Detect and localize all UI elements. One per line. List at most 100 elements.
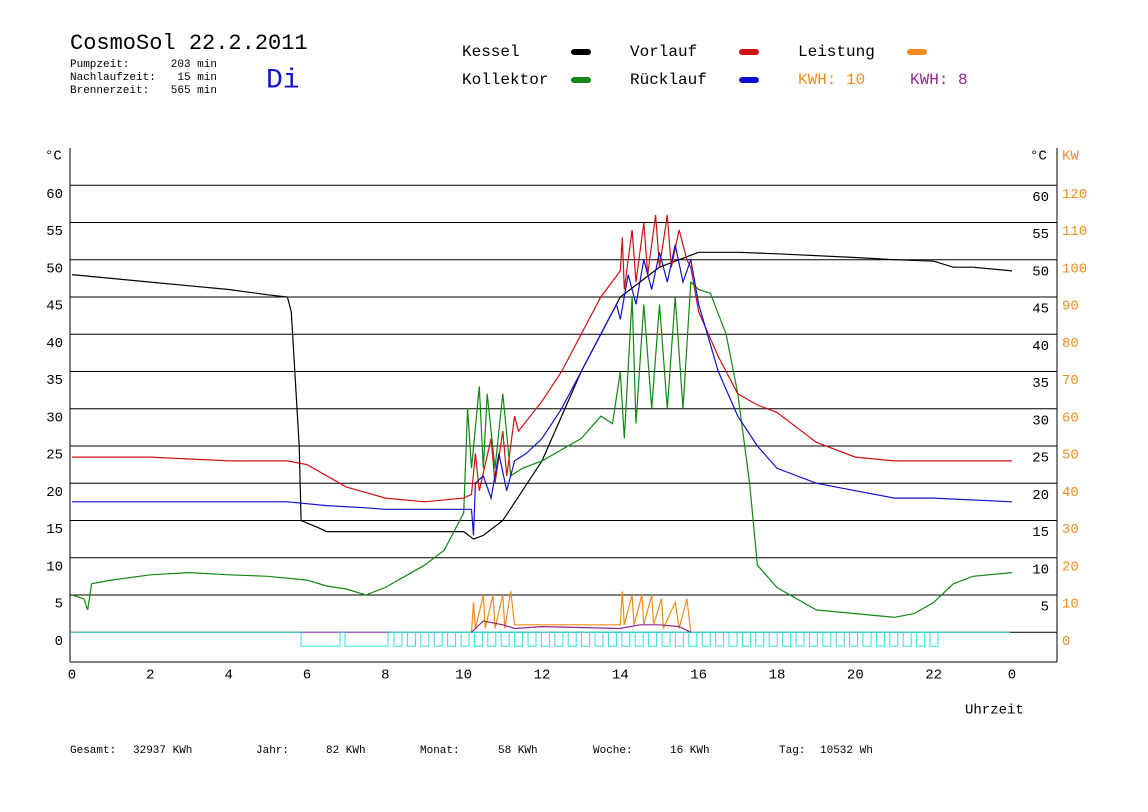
pump-box <box>420 631 430 647</box>
footer-value: 10532 Wh <box>820 745 873 757</box>
series-line <box>470 591 692 633</box>
pump-box <box>755 631 765 647</box>
pump-box <box>527 631 537 647</box>
y-tick-label: 10 <box>46 559 63 575</box>
weekday: Di <box>266 65 300 96</box>
y2-label: KW <box>1062 149 1079 165</box>
info-value: 203 min <box>171 59 217 71</box>
kwh-label: KWH: 8 <box>910 71 968 89</box>
y2-tick-label: 20 <box>1062 559 1079 575</box>
x-tick-label: 22 <box>925 668 942 684</box>
y-right-tick-label: 55 <box>1032 227 1049 243</box>
y2-tick-label: 30 <box>1062 522 1079 538</box>
footer-value: 16 KWh <box>670 745 710 757</box>
x-tick-label: 12 <box>534 668 551 684</box>
y-right-tick-label: 50 <box>1032 264 1049 280</box>
kwh-label: KWH: 10 <box>798 71 865 89</box>
y2-tick-label: 70 <box>1062 373 1079 389</box>
footer-label: Gesamt: <box>70 745 116 757</box>
legend-label: Rücklauf <box>630 71 707 89</box>
y2-tick-label: 100 <box>1062 261 1087 277</box>
y-right-tick-label: 60 <box>1032 190 1049 206</box>
series-line <box>471 620 692 633</box>
pump-box <box>554 631 564 647</box>
footer-value: 32937 KWh <box>133 745 192 757</box>
y-tick-label: 50 <box>46 261 63 277</box>
x-label: Uhrzeit <box>965 703 1024 719</box>
pump-box <box>473 631 483 647</box>
x-tick-label: 20 <box>847 668 864 684</box>
pump-box <box>661 631 671 647</box>
x-tick-label: 6 <box>303 668 311 684</box>
y-right-tick-label: 40 <box>1032 339 1049 355</box>
pump-box <box>701 631 711 647</box>
pump-box <box>621 631 631 647</box>
pump-box <box>393 631 403 647</box>
pump-box <box>741 631 751 647</box>
pump-box <box>795 631 805 647</box>
series-line <box>72 214 1012 503</box>
y-tick-label: 0 <box>55 634 63 650</box>
pump-box <box>929 631 939 647</box>
pump-box <box>688 631 698 647</box>
pump-box <box>808 631 818 647</box>
pump-box <box>822 631 832 647</box>
x-tick-label: 0 <box>1008 668 1016 684</box>
chart-title: CosmoSol 22.2.2011 <box>70 31 308 56</box>
pump-box <box>674 631 684 647</box>
y-tick-label: 20 <box>46 485 63 501</box>
pump-box <box>433 631 443 647</box>
info-value: 565 min <box>171 85 217 97</box>
pump-box <box>540 631 550 647</box>
y2-tick-label: 80 <box>1062 336 1079 352</box>
pump-box <box>500 631 510 647</box>
series-line <box>71 280 1013 618</box>
pump-box <box>581 631 591 647</box>
y-right-tick-label: 25 <box>1032 451 1049 467</box>
footer-label: Jahr: <box>256 745 289 757</box>
pump-box <box>607 631 617 647</box>
x-tick-label: 14 <box>612 668 629 684</box>
y-tick-label: 30 <box>46 410 63 426</box>
pump-box <box>902 631 912 647</box>
x-tick-label: 2 <box>146 668 154 684</box>
y-right-tick-label: 45 <box>1032 302 1049 318</box>
legend-label: Leistung <box>798 43 875 61</box>
y2-tick-label: 50 <box>1062 448 1079 464</box>
x-tick-label: 4 <box>224 668 232 684</box>
pump-box <box>835 631 845 647</box>
pump-box <box>728 631 738 647</box>
info-label: Pumpzeit: <box>70 59 129 71</box>
y-tick-label: 15 <box>46 522 63 538</box>
footer-label: Woche: <box>593 745 633 757</box>
pump-box <box>344 631 389 647</box>
series-line <box>72 244 1013 536</box>
info-label: Brennerzeit: <box>70 85 149 97</box>
pump-box <box>487 631 497 647</box>
pump-box <box>849 631 859 647</box>
info-value: 15 min <box>177 72 217 84</box>
legend-label: Vorlauf <box>630 43 697 61</box>
x-tick-label: 18 <box>769 668 786 684</box>
pump-box <box>916 631 926 647</box>
footer-label: Tag: <box>779 745 805 757</box>
info-label: Nachlaufzeit: <box>70 72 156 84</box>
y-right-tick-label: 10 <box>1032 562 1049 578</box>
y2-tick-label: 60 <box>1062 410 1079 426</box>
pump-box <box>594 631 604 647</box>
y2-tick-label: 90 <box>1062 299 1079 315</box>
pump-box <box>406 631 416 647</box>
y2-tick-label: 120 <box>1062 187 1087 203</box>
footer-label: Monat: <box>420 745 460 757</box>
series-line <box>71 251 1013 540</box>
y-right-tick-label: 15 <box>1032 525 1049 541</box>
pump-box <box>300 631 341 647</box>
pump-box <box>460 631 470 647</box>
y-right-tick-label: 20 <box>1032 488 1049 504</box>
y-tick-label: 40 <box>46 336 63 352</box>
x-tick-label: 10 <box>455 668 472 684</box>
pump-box <box>648 631 658 647</box>
pump-box <box>715 631 725 647</box>
x-tick-label: 0 <box>68 668 76 684</box>
